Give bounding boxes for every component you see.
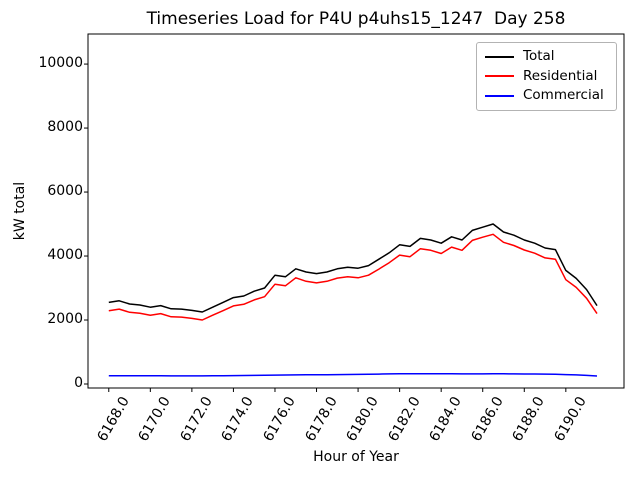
- legend-label-residential: Residential: [523, 67, 598, 84]
- y-tick-label: 4000: [47, 247, 83, 264]
- chart-title: Timeseries Load for P4U p4uhs15_1247 Day…: [146, 9, 566, 29]
- series-line-total: [108, 223, 598, 313]
- legend-entry-total: Total: [485, 50, 608, 64]
- legend-box: Total Residential Commercial: [476, 42, 617, 111]
- series-line-commercial: [108, 373, 598, 377]
- legend-line-residential-icon: [485, 75, 514, 78]
- x-axis-label: Hour of Year: [313, 449, 399, 465]
- legend-line-total-icon: [485, 55, 514, 58]
- legend-entry-commercial: Commercial: [485, 89, 608, 103]
- y-tick-label: 2000: [47, 311, 83, 327]
- legend-label-total: Total: [523, 48, 555, 65]
- legend-line-commercial-icon: [485, 95, 514, 98]
- series-line-residential: [108, 233, 598, 321]
- legend-label-commercial: Commercial: [523, 87, 604, 104]
- y-tick-label: 8000: [47, 119, 83, 136]
- axes-frame: [87, 33, 625, 389]
- y-tick-label: 6000: [47, 183, 83, 200]
- legend-entry-residential: Residential: [485, 67, 608, 84]
- y-tick-label: 0: [74, 375, 83, 391]
- y-tick-label: 10000: [38, 55, 83, 72]
